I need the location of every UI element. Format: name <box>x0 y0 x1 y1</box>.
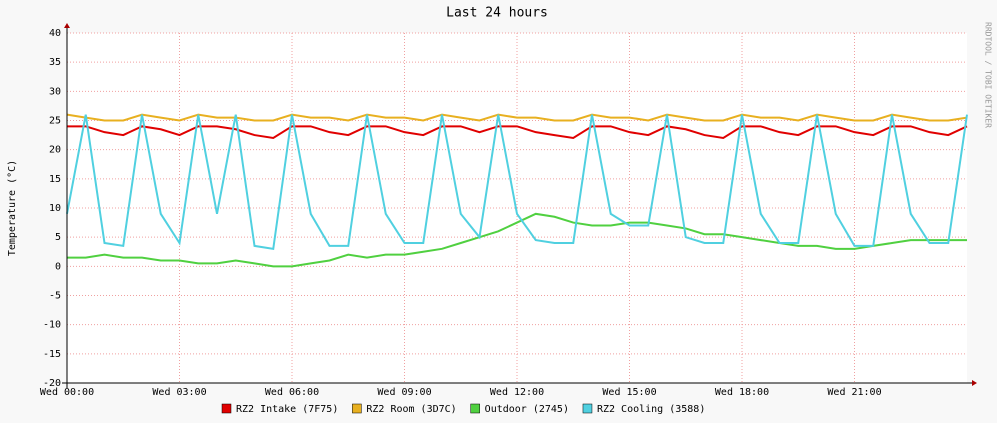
legend-swatch <box>582 403 593 414</box>
y-tick-label: 0 <box>55 261 61 272</box>
legend-label: RZ2 Room (3D7C) <box>366 404 456 415</box>
legend-label: Outdoor (2745) <box>485 404 569 415</box>
legend-swatch <box>352 403 362 414</box>
x-tick-label: Wed 09:00 <box>377 387 431 398</box>
x-tick-label: Wed 03:00 <box>152 387 206 398</box>
y-tick-label: -5 <box>49 291 61 302</box>
series-line <box>67 212 967 268</box>
watermark: RRDTOOL / TOBI OETIKER <box>984 22 993 128</box>
y-tick-label: 20 <box>49 145 61 156</box>
legend-swatch <box>221 403 232 414</box>
y-axis-label: Temperature (°C) <box>7 160 18 256</box>
legend-label: RZ2 Cooling (3588) <box>597 404 705 415</box>
y-tick-label: -10 <box>43 320 61 331</box>
y-tick-label: -20 <box>43 378 61 389</box>
y-tick-label: 5 <box>55 232 61 243</box>
x-tick-label: Wed 21:00 <box>827 387 881 398</box>
y-tick-label: 10 <box>49 203 61 214</box>
y-tick-label: 15 <box>49 174 61 185</box>
y-arrow <box>64 23 70 28</box>
chart-title: Last 24 hours <box>446 6 548 21</box>
x-arrow <box>972 380 977 386</box>
y-tick-label: 25 <box>49 116 61 127</box>
y-tick-label: 35 <box>49 57 61 68</box>
y-tick-label: 30 <box>49 86 61 97</box>
series-line <box>66 114 968 250</box>
x-tick-label: Wed 06:00 <box>265 387 319 398</box>
y-tick-label: -15 <box>43 349 61 360</box>
x-tick-label: Wed 18:00 <box>715 387 769 398</box>
legend-label: RZ2 Intake (7F75) <box>236 404 338 415</box>
y-tick-label: 40 <box>49 28 61 39</box>
legend-swatch <box>470 403 480 414</box>
x-tick-label: Wed 12:00 <box>490 387 544 398</box>
x-tick-label: Wed 15:00 <box>602 387 656 398</box>
x-tick-label: Wed 00:00 <box>40 387 94 398</box>
series-line <box>67 125 968 140</box>
